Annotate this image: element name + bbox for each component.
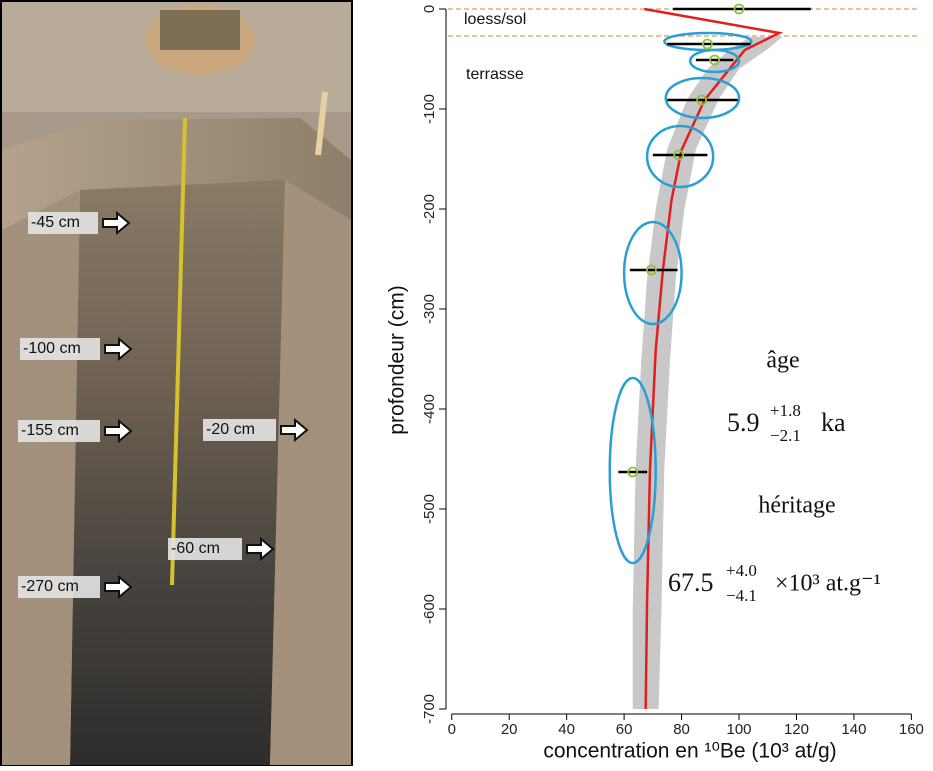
data-point (702, 38, 713, 50)
depth-label: -100 cm (23, 340, 81, 357)
photo (0, 0, 353, 766)
layer-label: terrasse (466, 66, 524, 83)
arrow (102, 210, 131, 236)
data-point (733, 3, 745, 15)
x-tick-label: 120 (784, 721, 809, 738)
data-point (709, 54, 720, 66)
trench-pit (70, 180, 285, 765)
age-label: âge (766, 348, 799, 374)
sample-ellipse (622, 220, 683, 326)
tape (170, 117, 187, 586)
label-box (203, 419, 276, 441)
x-tick-label: 160 (899, 721, 924, 738)
y-axis-label: profondeur (cm) (386, 285, 409, 434)
sample-ellipse (645, 124, 715, 189)
photo-labels: -45 cm -100 cm -155 cm -270 cm -20 cm -60 cm (18, 210, 309, 600)
sample-ellipse (688, 48, 741, 74)
y-tick-label: -400 (421, 394, 438, 424)
chart: concentration en ¹⁰Be (10³ at/g) profond… (386, 3, 924, 763)
arrow (246, 536, 275, 562)
data-point (673, 149, 685, 161)
x-tick-label: 140 (841, 721, 866, 738)
data-point (627, 466, 639, 478)
heritage-label: héritage (758, 493, 835, 519)
age-unit: ka (821, 408, 846, 437)
heritage-minus: −4.1 (726, 586, 757, 605)
arrow (104, 418, 133, 444)
x-tick-label: 20 (501, 721, 518, 738)
model-curve (643, 7, 784, 710)
x-axis-label: concentration en ¹⁰Be (10³ at/g) (543, 740, 836, 763)
arrow (104, 336, 133, 362)
data-point (646, 264, 657, 276)
layer-label: loess/sol (464, 11, 526, 28)
y-tick-label: -600 (421, 594, 438, 624)
x-tick-label: 80 (673, 721, 690, 738)
x-tick-label: 60 (616, 721, 633, 738)
age-plus: +1.8 (770, 401, 801, 420)
right-wall (270, 180, 351, 765)
arrow (104, 574, 133, 600)
heritage-plus: +4.0 (726, 561, 757, 580)
y-tick-label: -300 (421, 294, 438, 324)
sample-ellipse (608, 376, 657, 565)
depth-label: -270 cm (21, 578, 79, 595)
label-box (28, 212, 98, 234)
age-value: 5.9 (727, 408, 760, 437)
y-tick-label: -200 (421, 194, 438, 224)
depth-label: -45 cm (31, 214, 80, 231)
label-box (20, 338, 100, 360)
x-tick-label: 0 (448, 721, 456, 738)
x-tick-label: 40 (558, 721, 575, 738)
age-minus: −2.1 (770, 426, 801, 445)
y-tick-label: -700 (421, 694, 438, 724)
person-clothes (160, 10, 240, 50)
depth-label: -155 cm (21, 422, 79, 439)
y-tick-label: 0 (421, 5, 438, 13)
depth-label: -60 cm (171, 540, 220, 557)
heritage-value: 67.5 (668, 568, 714, 597)
sample-ellipse (664, 76, 741, 120)
data-point (696, 94, 708, 106)
y-tick-label: -500 (421, 494, 438, 524)
arrow (280, 417, 309, 443)
label-box (18, 420, 100, 442)
x-tick-label: 100 (727, 721, 752, 738)
heritage-unit: ×10³ at.g⁻¹ (775, 571, 881, 597)
y-tick-label: -100 (421, 94, 438, 124)
label-box (168, 538, 242, 560)
stake (315, 91, 328, 156)
left-wall (2, 190, 80, 765)
depth-label: -20 cm (206, 421, 255, 438)
label-box (18, 576, 100, 598)
